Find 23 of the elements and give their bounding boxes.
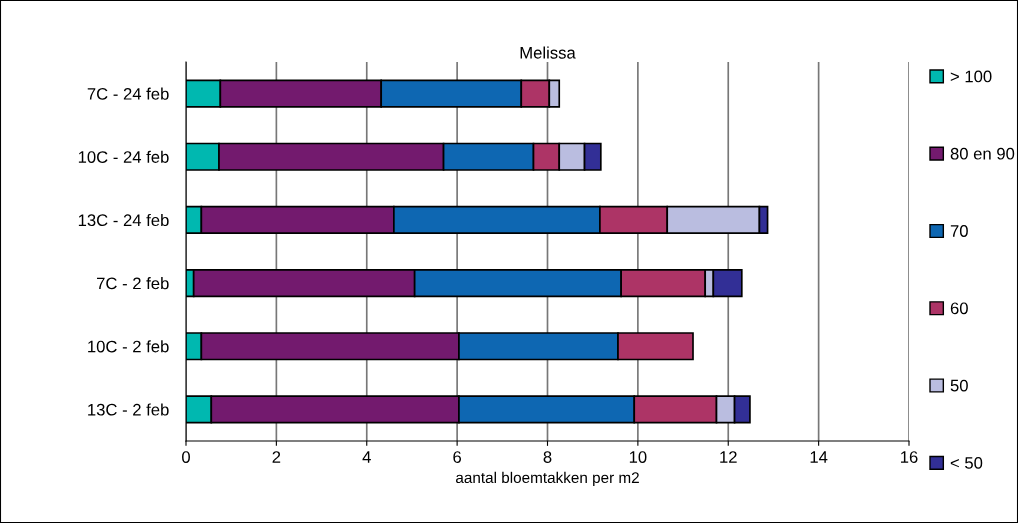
x-tick-label: 2 (272, 451, 281, 463)
x-tick-label: 14 (810, 451, 828, 463)
legend-label: > 100 (950, 70, 992, 83)
y-tick-label: 7C - 2 feb (97, 277, 169, 290)
chart-title: Melissa (520, 46, 576, 59)
legend-label: 60 (950, 302, 968, 315)
x-tick-label: 8 (543, 451, 552, 463)
legend-label: 50 (950, 379, 968, 392)
x-tick-label: 12 (720, 451, 737, 463)
y-tick-label: 13C - 2 feb (88, 403, 169, 416)
x-tick-label: 10 (629, 451, 647, 463)
y-tick-label: 10C - 24 feb (78, 150, 169, 163)
y-tick-label: 13C - 24 feb (78, 213, 169, 227)
y-tick-label: 10C - 2 feb (88, 340, 169, 353)
legend-label: 80 en 90 (950, 147, 1015, 160)
x-tick-label: 6 (453, 451, 462, 463)
x-tick-label: 4 (362, 451, 371, 463)
y-tick-label: 7C - 24 feb (87, 87, 169, 100)
x-tick-label: 0 (182, 451, 190, 463)
x-axis-title: aantal bloemtakken per m2 (456, 471, 639, 487)
legend-label: 70 (950, 225, 968, 237)
x-tick-label: 16 (901, 451, 918, 463)
legend-label: < 50 (950, 456, 983, 469)
